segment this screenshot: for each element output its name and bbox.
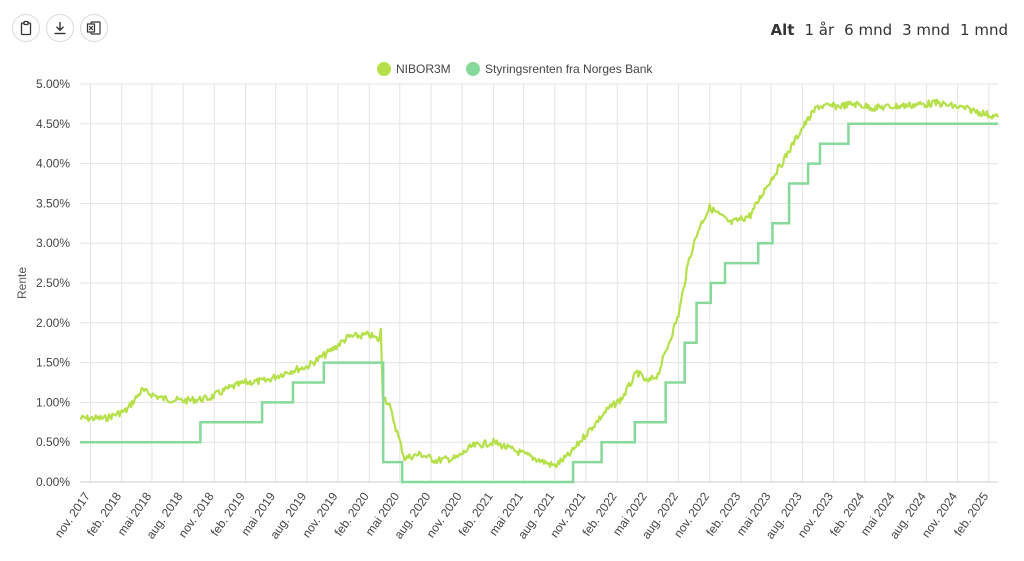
y-axis-label: Rente: [15, 267, 29, 299]
legend-item-styringsrente[interactable]: Styringsrenten fra Norges Bank: [466, 62, 653, 76]
y-tick-label: 0.00%: [36, 475, 70, 489]
y-tick-label: 3.50%: [36, 196, 70, 210]
chart-grid: [80, 83, 998, 483]
y-tick-label: 3.00%: [36, 236, 70, 250]
legend-label: NIBOR3M: [396, 62, 451, 76]
excel-icon: [86, 21, 101, 35]
legend-item-nibor3m[interactable]: NIBOR3M: [377, 62, 451, 76]
y-tick-label: 5.00%: [36, 77, 70, 91]
series-line-styringsrente: [80, 122, 998, 484]
y-tick-label: 2.00%: [36, 316, 70, 330]
range-option-3[interactable]: 3 mnd: [902, 21, 951, 39]
range-option-0[interactable]: Alt: [770, 21, 795, 39]
range-selector: Alt 1 år 6 mnd 3 mnd 1 mnd: [771, 21, 1008, 39]
legend-marker: [466, 62, 480, 76]
chart-legend: NIBOR3M Styringsrenten fra Norges Bank: [377, 62, 653, 76]
clipboard-icon: [20, 20, 32, 36]
excel-export-button[interactable]: [80, 14, 108, 42]
legend-label: Styringsrenten fra Norges Bank: [485, 62, 653, 76]
y-tick-label: 4.00%: [36, 157, 70, 171]
y-tick-label: 1.50%: [36, 356, 70, 370]
y-axis-ticks: 0.00% 0.50% 1.00% 1.50% 2.00% 2.50% 3.00% 3.50%…: [36, 77, 70, 489]
series-line-nibor3m: [79, 98, 1000, 469]
range-option-4[interactable]: 1 mnd: [960, 21, 1008, 39]
y-tick-label: 2.50%: [36, 276, 70, 290]
download-icon: [54, 22, 66, 35]
download-button[interactable]: [46, 14, 74, 42]
legend-marker: [377, 62, 391, 76]
chart-series: [79, 98, 1000, 484]
copy-button[interactable]: [12, 14, 40, 42]
y-tick-label: 0.50%: [36, 435, 70, 449]
range-option-2[interactable]: 6 mnd: [844, 21, 893, 39]
y-tick-label: 1.00%: [36, 395, 70, 409]
range-option-1[interactable]: 1 år: [804, 21, 835, 39]
y-tick-label: 4.50%: [36, 117, 70, 131]
chart-toolbar: [12, 14, 108, 42]
